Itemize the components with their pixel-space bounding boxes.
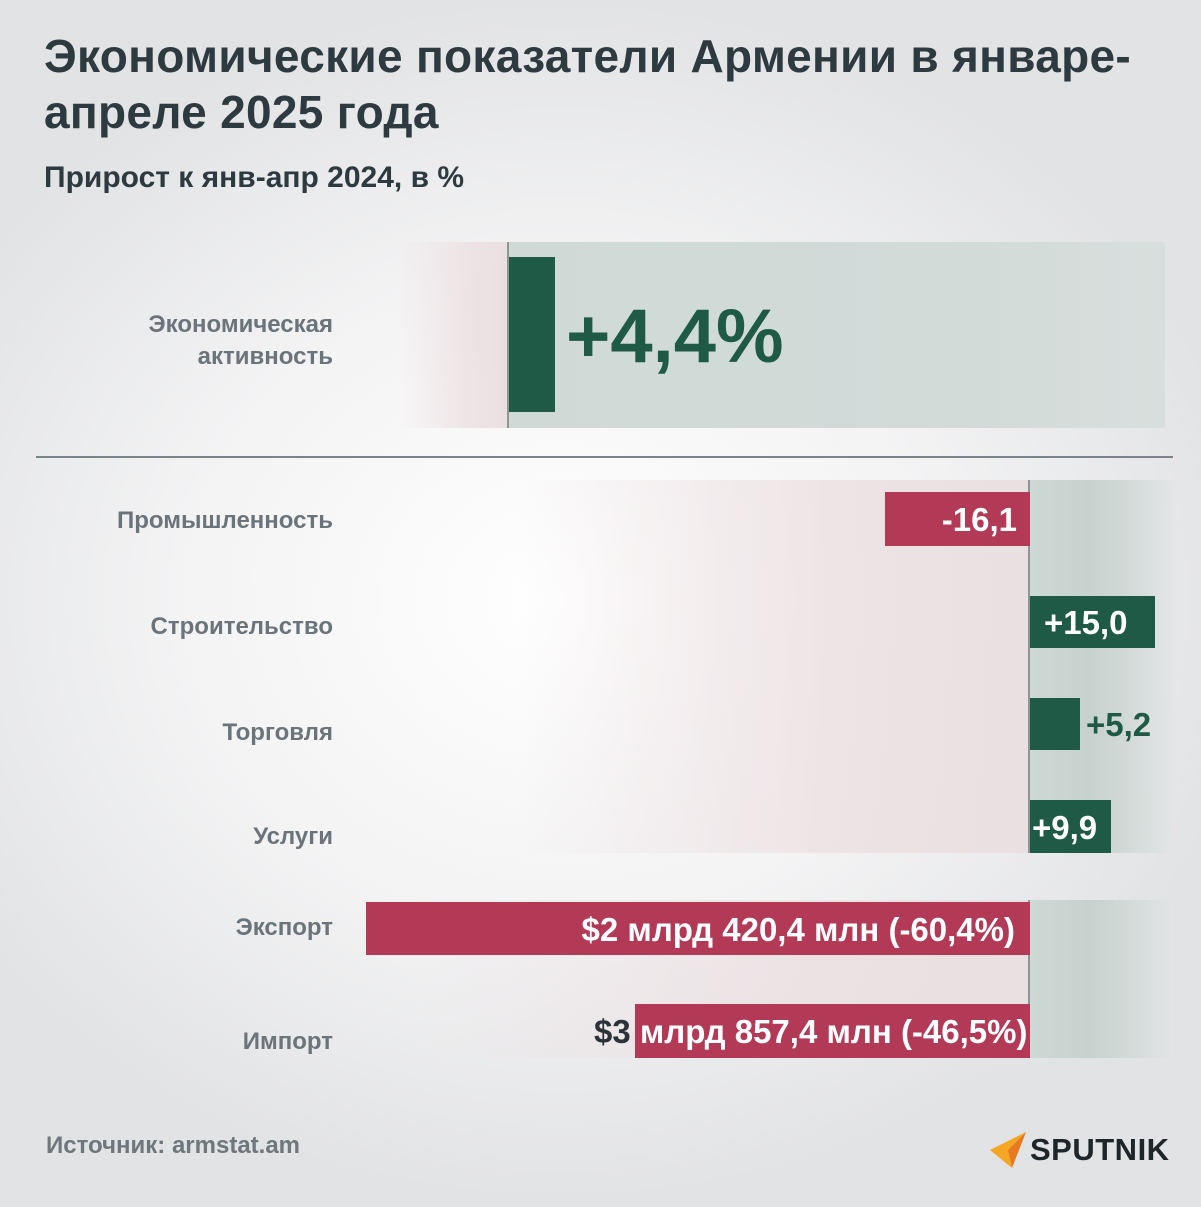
sectors-zero-axis (1028, 480, 1030, 853)
activity-zero-axis (507, 242, 509, 428)
trade-positive-zone (1030, 900, 1173, 1058)
activity-negative-zone (400, 242, 508, 428)
bar-industry (885, 492, 1030, 546)
value-label-trade: +5,2 (1086, 706, 1152, 743)
category-label-services: Услуги (253, 823, 333, 850)
bar-trade (1030, 698, 1080, 750)
sputnik-arrow-icon (990, 1132, 1026, 1168)
value-label-import-prefix: $3 (594, 1013, 631, 1050)
brand-logo-text: SPUTNIK (1030, 1132, 1170, 1167)
bar-export (365, 902, 1030, 955)
source-note: Источник: armstat.am (46, 1132, 301, 1159)
category-label-export: Экспорт (235, 914, 333, 941)
activity-positive-zone (508, 242, 1165, 428)
value-label-import: $3 млрд 857,4 млн (-46,5%) (594, 1012, 1027, 1052)
category-label-activity: Экономическая активность (149, 309, 333, 373)
value-label-construction: +15,0 (1044, 604, 1128, 641)
bar-construction (1030, 596, 1155, 648)
category-label-import: Импорт (242, 1028, 333, 1055)
chart-subtitle: Прирост к янв-апр 2024, в % (44, 161, 465, 194)
bar-services (1030, 800, 1112, 853)
bar-import (634, 1004, 1030, 1058)
value-label-services: +9,9 (1032, 808, 1097, 848)
chart-title: Экономические показатели Армении в январ… (44, 30, 1132, 138)
category-label-construction: Строительство (150, 613, 333, 640)
value-label-services-text: +9,9 (1032, 809, 1098, 846)
bar-economic-activity (509, 257, 556, 412)
category-label-trade: Торговля (222, 719, 334, 746)
value-label-import-rest: млрд 857,4 млн (-46,5%) (630, 1013, 1028, 1050)
trade-zero-axis (1028, 900, 1030, 1058)
category-label-activity-line2: активность (197, 343, 333, 370)
value-label-export: $2 млрд 420,4 млн (-60,4%) (581, 911, 1015, 948)
sectors-positive-zone (1030, 480, 1173, 853)
section-divider (36, 456, 1173, 458)
value-label-industry: -16,1 (941, 501, 1017, 538)
value-label-economic-activity: +4,4% (566, 294, 784, 379)
category-label-activity-line1: Экономическая (148, 311, 333, 338)
category-label-industry: Промышленность (117, 507, 333, 534)
